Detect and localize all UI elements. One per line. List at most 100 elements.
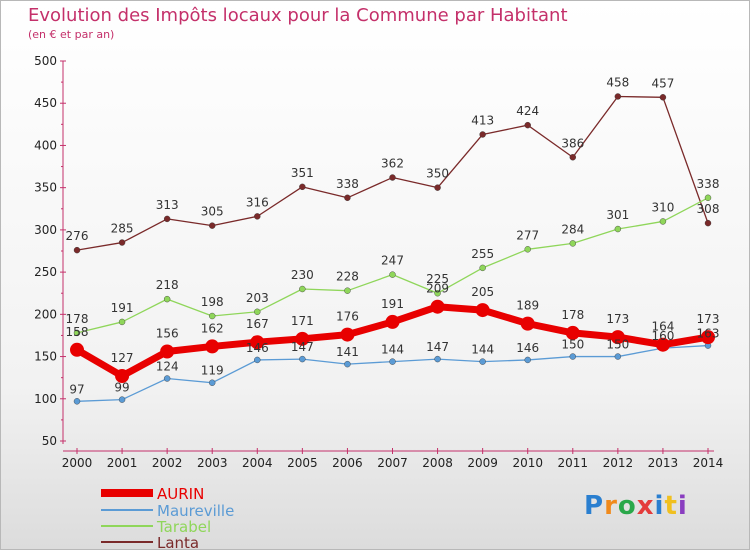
y-tick-label: 300 bbox=[34, 223, 57, 237]
data-point-tarabel bbox=[299, 285, 306, 293]
data-label-tarabel: 178 bbox=[66, 312, 89, 326]
data-label-tarabel: 338 bbox=[697, 177, 720, 191]
data-label-tarabel: 277 bbox=[516, 228, 539, 242]
data-point-aurin bbox=[340, 327, 355, 342]
data-label-tarabel: 198 bbox=[201, 295, 224, 309]
data-label-tarabel: 225 bbox=[426, 272, 449, 286]
data-point-maureville bbox=[118, 396, 126, 403]
chart-subtitle: (en € et par an) bbox=[28, 28, 115, 41]
data-point-lanta bbox=[299, 183, 306, 191]
data-label-aurin: 173 bbox=[697, 312, 720, 326]
logo-letter: i bbox=[677, 491, 688, 521]
data-label-tarabel: 284 bbox=[561, 222, 584, 236]
data-point-tarabel bbox=[209, 312, 216, 320]
legend-label-tarabel: Tarabel bbox=[156, 518, 211, 536]
data-label-tarabel: 218 bbox=[156, 278, 179, 292]
data-point-tarabel bbox=[704, 194, 712, 202]
data-label-maureville: 141 bbox=[336, 345, 359, 359]
data-label-maureville: 163 bbox=[697, 327, 720, 341]
data-point-aurin bbox=[115, 368, 130, 383]
data-point-aurin bbox=[430, 299, 445, 314]
data-point-lanta bbox=[118, 239, 126, 246]
data-label-lanta: 457 bbox=[651, 76, 674, 90]
data-point-lanta bbox=[73, 246, 81, 254]
data-point-aurin bbox=[70, 342, 84, 357]
data-point-tarabel bbox=[163, 295, 171, 303]
data-point-lanta bbox=[479, 131, 486, 138]
y-tick-label: 450 bbox=[34, 96, 57, 110]
data-point-aurin bbox=[701, 330, 715, 345]
data-label-maureville: 147 bbox=[291, 340, 314, 354]
data-point-lanta bbox=[659, 94, 667, 101]
data-point-maureville bbox=[299, 355, 306, 363]
data-point-maureville bbox=[479, 358, 486, 365]
data-label-tarabel: 191 bbox=[111, 301, 134, 315]
data-point-lanta bbox=[704, 219, 712, 227]
data-label-aurin: 127 bbox=[111, 351, 134, 365]
data-point-lanta bbox=[569, 154, 576, 161]
x-tick-label: 2012 bbox=[603, 456, 634, 470]
data-point-aurin bbox=[520, 316, 535, 331]
data-point-lanta bbox=[209, 222, 216, 229]
data-label-lanta: 413 bbox=[471, 113, 494, 127]
data-label-maureville: 97 bbox=[69, 382, 84, 396]
data-label-lanta: 386 bbox=[561, 136, 584, 150]
data-label-aurin: 209 bbox=[426, 282, 449, 296]
data-label-lanta: 458 bbox=[606, 75, 629, 89]
data-point-tarabel bbox=[479, 264, 486, 272]
legend-label-maureville: Maureville bbox=[157, 502, 234, 520]
data-point-aurin bbox=[205, 339, 220, 354]
data-label-maureville: 144 bbox=[471, 343, 494, 357]
data-point-maureville bbox=[569, 353, 576, 360]
x-tick-label: 2004 bbox=[242, 456, 273, 470]
y-tick-label: 350 bbox=[34, 181, 57, 195]
data-label-tarabel: 203 bbox=[246, 291, 269, 305]
data-point-tarabel bbox=[434, 290, 441, 297]
data-point-maureville bbox=[254, 356, 261, 364]
data-point-lanta bbox=[434, 184, 441, 191]
data-label-lanta: 276 bbox=[66, 229, 89, 243]
x-tick-label: 2007 bbox=[377, 456, 408, 470]
data-label-tarabel: 301 bbox=[606, 208, 629, 222]
data-label-lanta: 313 bbox=[156, 198, 179, 212]
data-label-maureville: 160 bbox=[651, 329, 674, 343]
data-point-maureville bbox=[209, 379, 216, 386]
data-label-tarabel: 255 bbox=[471, 247, 494, 261]
data-point-lanta bbox=[389, 174, 396, 181]
data-point-maureville bbox=[344, 360, 351, 368]
data-label-aurin: 171 bbox=[291, 314, 314, 328]
data-point-maureville bbox=[614, 353, 622, 360]
x-tick-label: 2013 bbox=[648, 456, 679, 470]
data-label-lanta: 351 bbox=[291, 166, 314, 180]
y-tick-label: 200 bbox=[34, 307, 57, 321]
x-tick-label: 2011 bbox=[558, 456, 589, 470]
logo-letter: i bbox=[654, 491, 665, 521]
data-label-maureville: 99 bbox=[114, 381, 129, 395]
data-point-maureville bbox=[389, 358, 396, 365]
data-point-tarabel bbox=[344, 287, 351, 294]
data-label-maureville: 124 bbox=[156, 360, 179, 374]
chart-title: Evolution des Impôts locaux pour la Comm… bbox=[28, 5, 568, 26]
x-tick-label: 2000 bbox=[62, 456, 93, 470]
data-label-maureville: 146 bbox=[516, 341, 539, 355]
data-label-maureville: 144 bbox=[381, 343, 404, 357]
data-label-aurin: 178 bbox=[561, 308, 584, 322]
data-point-lanta bbox=[524, 121, 531, 129]
data-point-aurin bbox=[565, 325, 580, 340]
x-tick-label: 2014 bbox=[693, 456, 724, 470]
data-label-maureville: 147 bbox=[426, 340, 449, 354]
data-label-lanta: 350 bbox=[426, 167, 449, 181]
data-label-maureville: 150 bbox=[606, 338, 629, 352]
data-point-tarabel bbox=[389, 271, 396, 278]
data-point-lanta bbox=[254, 213, 261, 220]
data-point-aurin bbox=[655, 337, 670, 352]
y-tick-label: 100 bbox=[34, 392, 57, 406]
y-tick-label: 250 bbox=[34, 265, 57, 279]
data-point-lanta bbox=[614, 93, 622, 100]
proxiti-logo: Proxiti bbox=[584, 491, 688, 521]
data-point-tarabel bbox=[73, 329, 81, 337]
data-label-lanta: 316 bbox=[246, 195, 269, 209]
data-point-maureville bbox=[163, 375, 171, 382]
data-point-tarabel bbox=[614, 225, 622, 233]
